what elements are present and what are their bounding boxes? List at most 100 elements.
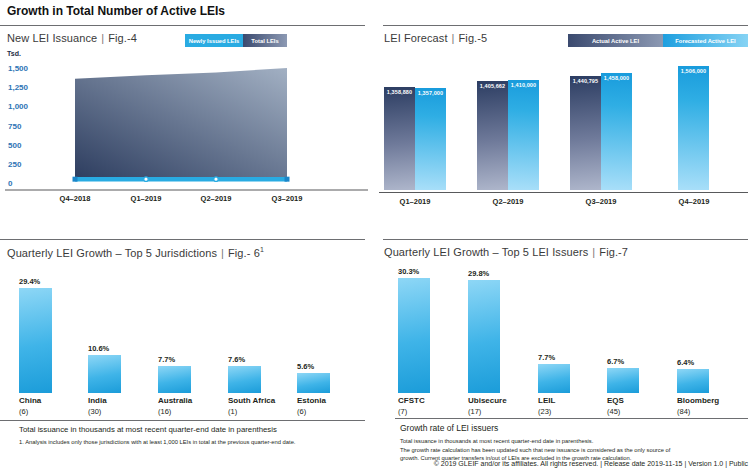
category-name: South Africa [228, 396, 275, 405]
fig4-ytick: 750 [8, 122, 22, 131]
fig6-title: Quarterly LEI Growth – Top 5 Jurisdictio… [7, 247, 217, 259]
page-title: Growth in Total Number of Active LEIs [7, 4, 225, 18]
category-count: (84) [677, 407, 690, 416]
category-count: (6) [19, 407, 28, 416]
bar-percent-label: 10.6% [88, 344, 109, 353]
jurisdictions-bar-chart: 29.4%10.6%7.7%7.6%5.6% [0, 270, 368, 393]
fig5-xlabel: Q4–2019 [654, 197, 734, 206]
fig6-footnote-main: Total issuance in thousands at most rece… [19, 425, 277, 434]
actual-bar-Q2–2019: 1,405,662 [477, 81, 508, 190]
fig5-x-axis [379, 192, 748, 193]
fig7-footnote-1: Total issuance in thousands at most rece… [400, 437, 593, 445]
actual-bar-value: 1,405,662 [477, 83, 508, 89]
legend-chip-forecasted-active-lei: Forecasted Active LEI [663, 34, 748, 47]
issuers-bar-chart: 30.3%29.8%7.7%6.7%6.4% [383, 270, 750, 393]
legend-chip-actual-active-lei: Actual Active LEI [568, 34, 663, 47]
fig4-title: New LEI Issuance [7, 32, 97, 44]
fig6-header-separator: | [217, 247, 228, 259]
category-count: (17) [468, 407, 481, 416]
fig4-ytick: 500 [8, 141, 22, 150]
forecast-bar-Q2–2019: 1,410,000 [508, 80, 539, 190]
fig7-fig-label: Fig.-7 [599, 246, 628, 258]
bar-percent-label: 7.7% [538, 353, 555, 362]
divider-mid-right [383, 239, 748, 240]
divider-bottom-right [395, 418, 748, 419]
category-count: (16) [158, 407, 171, 416]
fig7-title: Quarterly LEI Growth – Top 5 LEI Issuers [384, 246, 588, 258]
fig4-ytick: 1,500 [8, 64, 29, 73]
fig5-xlabel: Q1–2019 [375, 197, 455, 206]
category-name: CFSTC [398, 396, 425, 405]
bar-percent-label: 5.6% [297, 362, 314, 371]
actual-bar-value: 1,358,880 [384, 89, 415, 95]
fig5-xlabel: Q3–2019 [561, 197, 641, 206]
fig6-fig-superscript: 1 [260, 246, 264, 253]
category-count: (23) [538, 407, 551, 416]
fig6-footnote-small: 1. Analysis includes only those jurisdic… [19, 438, 295, 446]
fig4-ytick: 250 [8, 160, 22, 169]
fig5-header-separator: | [448, 32, 459, 44]
fig4-ytick: 1,000 [8, 102, 29, 111]
bar-Ubisecure [468, 280, 500, 393]
bar-percent-label: 29.4% [19, 277, 40, 286]
fig4-fig-label: Fig.-4 [108, 32, 137, 44]
fig6-fig-label: Fig.- 6 [228, 247, 260, 259]
fig6-header: Quarterly LEI Growth – Top 5 Jurisdictio… [7, 246, 264, 259]
fig4-ytick: 0 [8, 179, 13, 188]
category-count: (1) [228, 407, 237, 416]
fig4-ytick: 1,250 [8, 83, 29, 92]
forecast-bar-chart: 1,358,8801,357,000 1,405,6621,410,000 1,44… [383, 58, 750, 190]
fig7-header: Quarterly LEI Growth – Top 5 LEI Issuers… [384, 246, 628, 258]
fig5-fig-label: Fig.-5 [459, 32, 488, 44]
category-name: Ubisecure [468, 396, 507, 405]
category-name: LEIL [538, 396, 555, 405]
forecast-bar-value: 1,458,000 [601, 75, 632, 81]
fig4-legend: Newly Issued LEIs Total LEIs [185, 34, 287, 47]
divider-bottom-left [0, 420, 365, 421]
category-name: China [19, 396, 41, 405]
category-name: Bloomberg [677, 396, 719, 405]
line-marker-square [73, 177, 78, 182]
forecast-bar-value: 1,357,000 [415, 90, 446, 96]
total-leis-area [75, 68, 287, 177]
forecast-bar-Q1–2019: 1,357,000 [415, 88, 446, 190]
actual-bar-Q3–2019: 1,440,795 [570, 76, 601, 190]
bar-Bloomberg [677, 369, 709, 393]
line-marker-circle [144, 177, 148, 181]
fig4-xlabel: Q4–2018 [60, 194, 91, 203]
fig5-xlabel: Q2–2019 [468, 197, 548, 206]
fig7-header-separator: | [588, 246, 599, 258]
footer-copyright: © 2019 GLEIF and/or its affiliates. All … [300, 460, 748, 467]
fig7-footnote-2-line1: The growth rate calculation has been upd… [400, 447, 670, 453]
line-marker-circle [214, 177, 218, 181]
fig4-xlabel: Q2–2019 [201, 194, 232, 203]
fig7-footnote-heading: Growth rate of LEI issuers [400, 423, 498, 433]
legend-chip-newly-issued-leis: Newly Issued LEIs [185, 34, 243, 47]
category-count: (6) [297, 407, 306, 416]
category-count: (45) [607, 407, 620, 416]
forecast-bar-Q4–2019: 1,506,000 [678, 66, 709, 190]
forecast-bar-value: 1,506,000 [678, 68, 709, 74]
forecast-bar-Q3–2019: 1,458,000 [601, 73, 632, 190]
divider-top-right [383, 25, 748, 26]
fig4-header-separator: | [97, 32, 108, 44]
divider-top-left [0, 25, 365, 26]
bar-EQS [607, 368, 639, 393]
legend-chip-total-leis: Total LEIs [243, 34, 287, 47]
bar-CFSTC [398, 278, 430, 393]
bar-percent-label: 30.3% [398, 267, 419, 276]
bar-South Africa [228, 366, 261, 393]
issuance-area-chart: 02505007501,0001,2501,500Q4–2018Q1–2019Q… [0, 55, 370, 215]
category-name: Australia [158, 396, 192, 405]
divider-mid-left [0, 239, 365, 240]
bar-LEIL [538, 364, 570, 393]
category-count: (7) [398, 407, 407, 416]
bar-percent-label: 6.4% [677, 358, 694, 367]
actual-bar-Q1–2019: 1,358,880 [384, 87, 415, 190]
fig5-legend: Actual Active LEI Forecasted Active LEI [568, 34, 748, 47]
bar-China [19, 288, 52, 393]
category-name: EQS [607, 396, 624, 405]
line-marker-square [285, 177, 290, 182]
forecast-bar-value: 1,410,000 [508, 82, 539, 88]
category-name: India [88, 396, 107, 405]
